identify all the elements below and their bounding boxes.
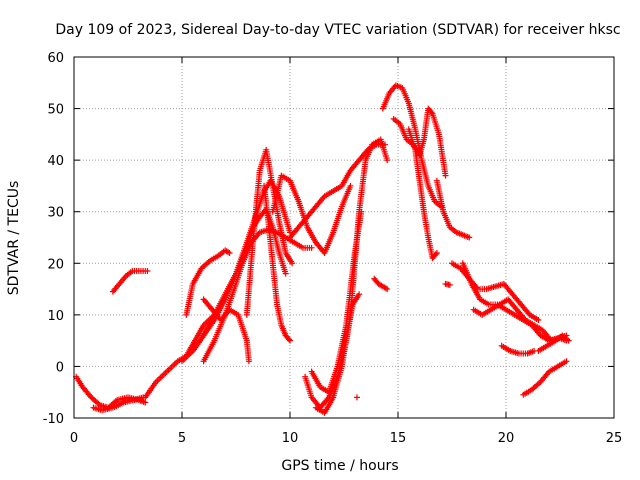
- data-point: [287, 337, 293, 344]
- data-point: [535, 317, 542, 324]
- y-tick-label: 40: [47, 154, 64, 169]
- series-track-27: [498, 342, 538, 357]
- data-point: [565, 337, 572, 344]
- x-tick-label: 15: [390, 431, 407, 446]
- series-track-18: [371, 275, 391, 293]
- series-track-22: [433, 177, 473, 241]
- series-track-8: [200, 226, 315, 365]
- data-point: [358, 208, 365, 215]
- y-tick-label: 50: [47, 103, 64, 118]
- chart-title: Day 109 of 2023, Sidereal Day-to-day VTE…: [55, 22, 620, 38]
- series-track-2: [90, 394, 147, 414]
- data-point: [289, 260, 296, 267]
- x-axis-label: GPS time / hours: [281, 458, 398, 474]
- x-tick-label: 5: [178, 431, 186, 446]
- y-tick-label: 10: [47, 309, 64, 324]
- data-point: [384, 157, 391, 164]
- data-point: [442, 172, 449, 179]
- x-tick-label: 20: [498, 431, 515, 446]
- series-track-15: [302, 291, 363, 411]
- y-tick-label: 20: [47, 257, 64, 272]
- y-axis-label: SDTVAR / TECUs: [6, 181, 22, 296]
- y-tick-label: 60: [47, 51, 64, 66]
- y-tick-label: 0: [56, 360, 64, 375]
- series-track-12: [269, 172, 354, 256]
- data-point: [432, 251, 439, 258]
- x-tick-label: 10: [282, 431, 299, 446]
- series-track-9: [200, 296, 252, 365]
- series-track-21: [405, 126, 440, 262]
- series-track-11: [261, 182, 293, 344]
- series-track-10: [243, 146, 296, 318]
- data-point: [308, 244, 315, 251]
- data-point: [356, 291, 363, 298]
- series-track-16: [308, 208, 365, 396]
- data-point: [285, 336, 292, 343]
- y-tick-label: 30: [47, 206, 64, 221]
- data-point: [563, 358, 570, 365]
- series-track-23: [442, 280, 453, 288]
- data-point: [144, 268, 151, 275]
- data-point: [226, 249, 233, 256]
- data-point: [446, 281, 453, 288]
- series-track-29: [535, 332, 572, 354]
- x-tick-labels: 0 5 10 15 20 25: [70, 431, 622, 446]
- series-track-19: [379, 82, 445, 210]
- y-tick-label: -10: [43, 412, 64, 427]
- data-point: [347, 182, 354, 189]
- series-track-26: [459, 260, 570, 344]
- plot-frame: [73, 56, 615, 419]
- data-point: [466, 234, 473, 241]
- series-track-13: [287, 141, 389, 241]
- data-point: [384, 286, 391, 293]
- data-points: [73, 82, 572, 416]
- data-point: [245, 358, 252, 365]
- y-tick-labels: -10 0 10 20 30 40 50 60: [43, 51, 64, 427]
- data-point: [142, 399, 149, 406]
- series-track-24: [449, 260, 542, 324]
- data-point: [428, 109, 435, 116]
- series-track-5: [183, 247, 233, 318]
- x-tick-label: 25: [606, 431, 623, 446]
- series-track-17: [353, 394, 360, 401]
- data-point: [282, 270, 289, 277]
- data-point: [353, 394, 360, 401]
- series-track-28: [520, 358, 570, 398]
- series-track-3: [109, 268, 151, 295]
- x-tick-label: 0: [70, 431, 78, 446]
- data-point: [433, 249, 440, 256]
